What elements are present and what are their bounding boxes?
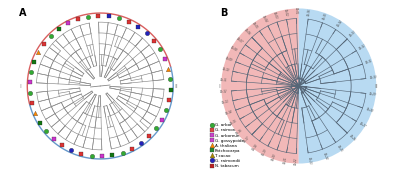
Text: Gh.24: Gh.24	[322, 152, 328, 160]
Text: II: II	[174, 83, 178, 89]
Text: II: II	[375, 83, 378, 89]
Text: Gh.22: Gh.22	[294, 157, 298, 165]
Text: Gh.34: Gh.34	[336, 19, 344, 28]
Text: Gh.19: Gh.19	[261, 148, 268, 157]
Text: Gh.10: Gh.10	[221, 67, 230, 72]
Text: Gh.05: Gh.05	[251, 21, 259, 29]
Text: Gh.32: Gh.32	[358, 43, 367, 51]
Text: Gh.18: Gh.18	[251, 143, 259, 151]
Text: Gh.29: Gh.29	[369, 92, 377, 97]
Text: Gh.27: Gh.27	[358, 121, 367, 129]
Text: A: A	[19, 8, 26, 18]
Text: Gh.09: Gh.09	[225, 56, 233, 62]
Text: Gh.25: Gh.25	[336, 144, 344, 153]
Text: Gh.07: Gh.07	[235, 36, 244, 44]
Text: Gh.28: Gh.28	[365, 107, 374, 113]
Text: Gh.12: Gh.12	[220, 89, 228, 94]
Text: Gh.30: Gh.30	[369, 75, 377, 80]
Text: Gh.14: Gh.14	[225, 110, 233, 116]
Text: Gh.02: Gh.02	[283, 8, 288, 17]
Legend: G. arboreum, G. raimondii, G. arboreum, G. gossypoides, A. thaliana, Potchocarpa: G. arboreum, G. raimondii, G. arboreum, …	[211, 123, 246, 168]
Text: Gh.17: Gh.17	[243, 136, 251, 144]
Text: Gh.13: Gh.13	[221, 100, 230, 105]
Text: Gh.03: Gh.03	[271, 11, 278, 19]
Text: Gh.33: Gh.33	[348, 30, 356, 38]
Text: Gh.36: Gh.36	[307, 8, 312, 16]
Wedge shape	[221, 8, 299, 164]
Text: Gh.08: Gh.08	[229, 46, 238, 53]
Text: Gh.06: Gh.06	[243, 28, 251, 36]
Text: Gh.15: Gh.15	[229, 119, 238, 126]
Wedge shape	[299, 8, 376, 164]
Text: Gh.35: Gh.35	[322, 12, 328, 20]
Text: Gh.16: Gh.16	[235, 128, 244, 136]
Text: I: I	[219, 83, 221, 89]
Text: Gh.04: Gh.04	[261, 15, 268, 24]
Text: Gh.01: Gh.01	[294, 7, 298, 15]
Text: Gh.21: Gh.21	[283, 155, 288, 164]
Text: Gh.26: Gh.26	[348, 134, 356, 142]
Text: Gh.20: Gh.20	[271, 153, 278, 161]
Text: B: B	[220, 8, 227, 18]
Text: Gh.31: Gh.31	[365, 59, 374, 65]
Text: Gh.23: Gh.23	[307, 156, 312, 164]
Text: Gh.11: Gh.11	[220, 78, 228, 83]
Text: I: I	[20, 83, 22, 89]
